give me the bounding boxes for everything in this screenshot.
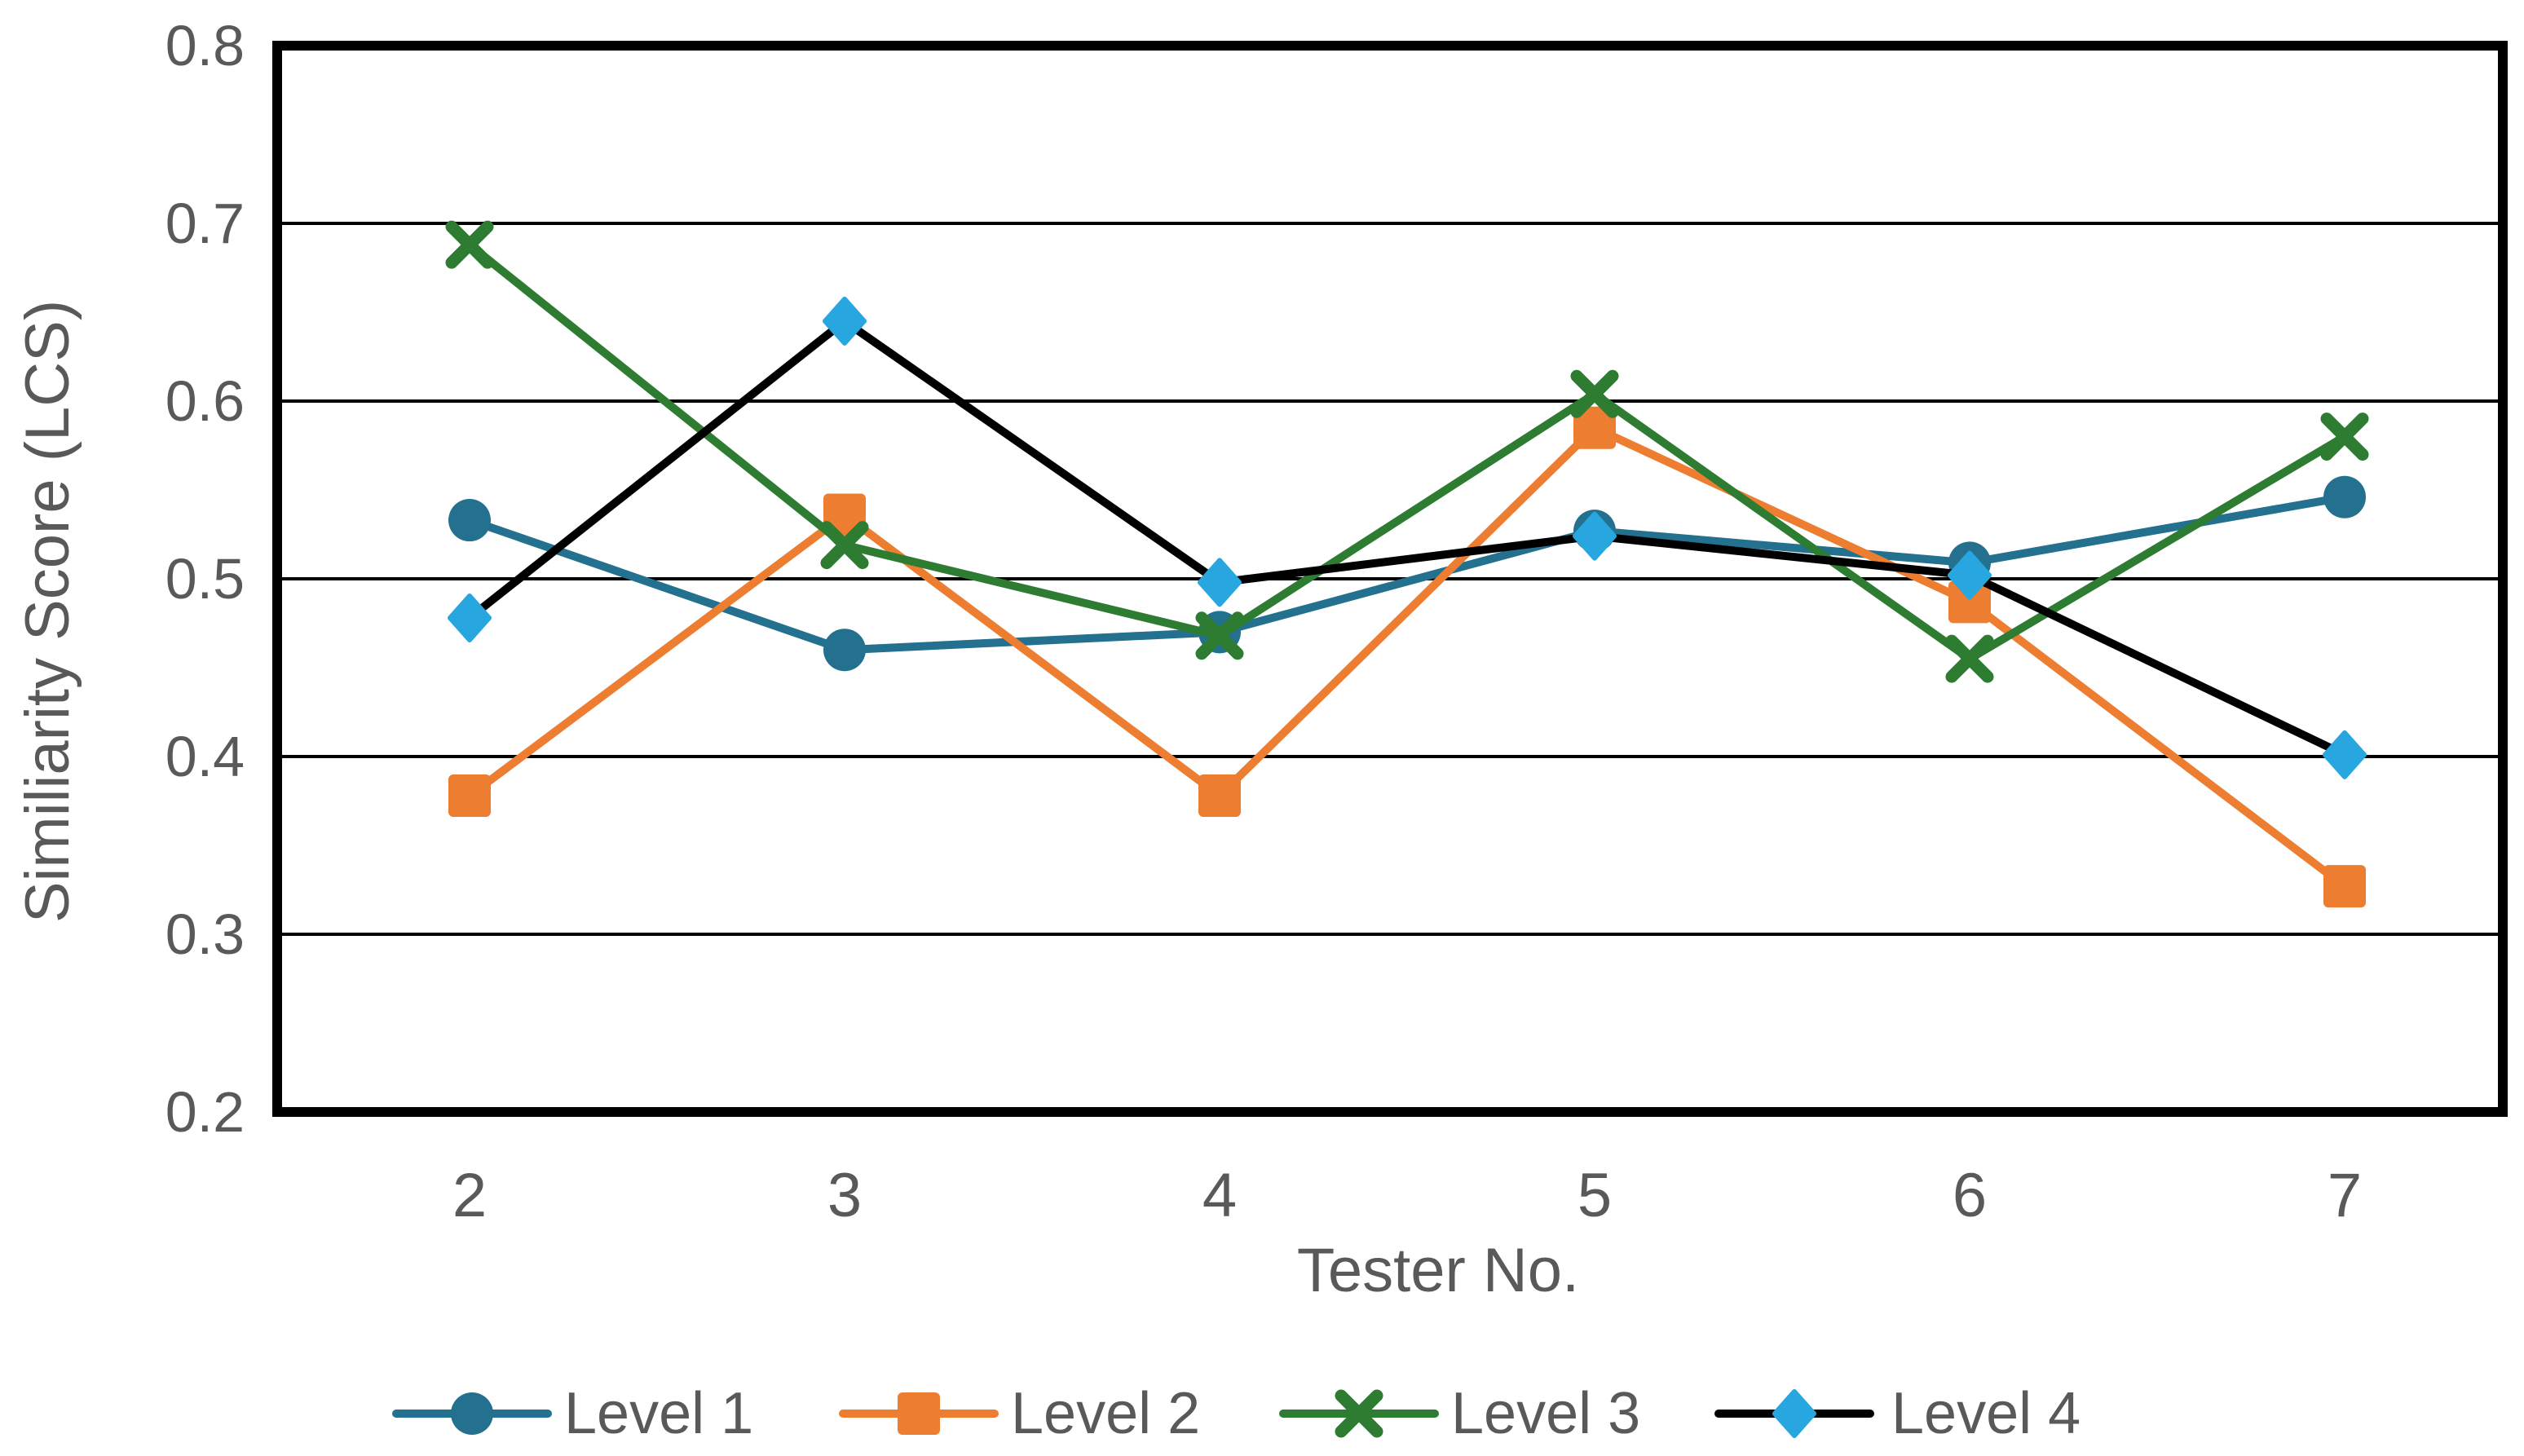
marker-level-4-tester-5	[1573, 511, 1617, 561]
legend-marker-level-2	[898, 1392, 940, 1435]
series-level-2	[448, 406, 2366, 908]
marker-level-3-tester-6	[1945, 634, 1994, 683]
marker-level-3-tester-7	[2320, 413, 2369, 461]
marker-level-2-tester-4	[1198, 774, 1241, 817]
gridlines	[277, 222, 2503, 936]
y-tick-label-0.2: 0.2	[165, 1080, 245, 1144]
legend-marker-level-4	[1772, 1389, 1816, 1438]
y-tick-label-0.8: 0.8	[165, 14, 245, 77]
legend-item-level-3: Level 3	[1279, 1381, 1640, 1446]
marker-level-4-tester-4	[1198, 558, 1242, 607]
y-tick-label-0.5: 0.5	[165, 547, 245, 611]
marker-level-2-tester-3	[823, 493, 866, 536]
x-tick-label-4: 4	[1202, 1161, 1237, 1230]
series-level-3	[445, 220, 2369, 683]
series-line-level-3	[466, 240, 2349, 664]
marker-level-2-tester-6	[1948, 580, 1991, 624]
legend: Level 1 Level 2 Level 3 Level 4	[392, 1381, 2081, 1446]
marker-level-4-tester-6	[1948, 550, 1992, 600]
legend-item-level-2: Level 2	[839, 1381, 1200, 1446]
legend-item-level-4: Level 4	[1714, 1381, 2081, 1446]
marker-level-2-tester-7	[2323, 865, 2366, 908]
series-level-1	[448, 475, 2366, 672]
y-axis-title: Similiarity Score (LCS)	[13, 300, 82, 923]
legend-item-level-1: Level 1	[392, 1381, 753, 1446]
marker-level-3-tester-5	[1570, 369, 1619, 418]
y-axis-tick-labels: 0.2 0.3 0.4 0.5 0.6 0.7 0.8	[165, 14, 245, 1144]
marker-level-1-tester-3	[823, 629, 866, 672]
marker-level-1-tester-2	[448, 499, 491, 542]
legend-label-level-2: Level 2	[1011, 1381, 1200, 1446]
legend-marker-level-3	[1335, 1389, 1383, 1438]
marker-level-3-tester-3	[820, 521, 869, 570]
marker-level-4-tester-3	[823, 296, 867, 346]
series-line-level-2	[466, 423, 2349, 891]
marker-level-2-tester-2	[448, 774, 491, 817]
marker-level-3-tester-4	[1195, 611, 1244, 660]
legend-label-level-1: Level 1	[564, 1381, 753, 1446]
marker-level-4-tester-2	[448, 593, 492, 642]
x-tick-label-5: 5	[1578, 1161, 1612, 1230]
legend-label-level-3: Level 3	[1451, 1381, 1640, 1446]
x-axis-tick-labels: 2 3 4 5 6 7	[452, 1161, 2362, 1230]
y-tick-label-0.7: 0.7	[165, 192, 245, 255]
y-tick-label-0.6: 0.6	[165, 369, 245, 433]
series-level-4	[448, 296, 2367, 779]
x-tick-label-3: 3	[827, 1161, 862, 1230]
x-tick-label-6: 6	[1953, 1161, 1987, 1230]
plot-border	[272, 41, 2508, 1117]
y-tick-label-0.3: 0.3	[165, 902, 245, 966]
series-group	[445, 220, 2369, 908]
x-tick-label-2: 2	[452, 1161, 487, 1230]
y-tick-label-0.4: 0.4	[165, 725, 245, 788]
series-line-level-1	[466, 492, 2349, 655]
marker-level-1-tester-7	[2323, 475, 2366, 518]
x-axis-title: Tester No.	[1297, 1236, 1579, 1305]
marker-level-2-tester-5	[1573, 406, 1616, 449]
marker-level-3-tester-2	[445, 220, 494, 269]
marker-level-4-tester-7	[2323, 730, 2367, 779]
series-line-level-4	[466, 317, 2349, 759]
x-tick-label-7: 7	[2328, 1161, 2362, 1230]
legend-marker-level-1	[451, 1392, 493, 1435]
legend-label-level-4: Level 4	[1891, 1381, 2081, 1446]
